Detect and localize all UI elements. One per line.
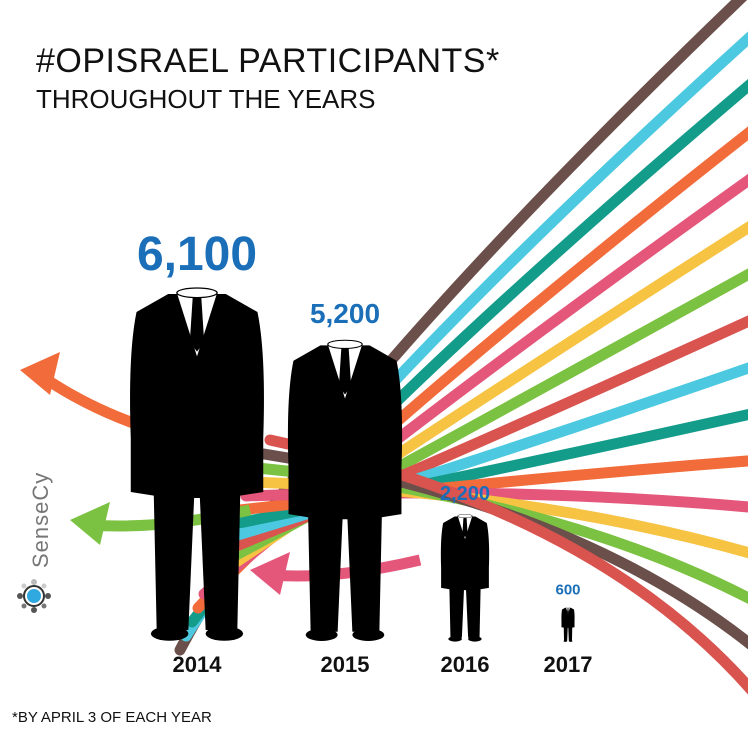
arrow-head xyxy=(70,502,110,545)
shoe xyxy=(205,626,244,641)
value-label: 6,100 xyxy=(137,228,257,281)
shoe xyxy=(352,628,385,641)
chart-title: #OPISRAEL PARTICIPANTS* xyxy=(36,42,500,80)
tie xyxy=(338,348,352,395)
tie xyxy=(567,608,569,614)
swoosh xyxy=(222,362,748,544)
shoe xyxy=(150,626,189,641)
category-label: 2016 xyxy=(441,652,490,677)
category-label: 2014 xyxy=(173,652,223,677)
jacket xyxy=(287,345,403,632)
collar xyxy=(327,339,363,349)
tie xyxy=(462,517,468,538)
arrow-swoosh xyxy=(269,554,422,582)
shoe xyxy=(563,640,568,642)
footnote: *BY APRIL 3 OF EACH YEAR xyxy=(12,709,212,726)
brand: SenseCy xyxy=(28,472,53,568)
jacket xyxy=(130,294,264,630)
collar xyxy=(176,287,218,299)
shoe xyxy=(448,636,462,642)
shoe xyxy=(468,636,482,642)
category-label: 2017 xyxy=(544,652,593,677)
suit-figure xyxy=(561,607,575,642)
shoe xyxy=(568,640,573,642)
jacket xyxy=(561,607,575,641)
shoe xyxy=(305,628,338,641)
figures xyxy=(130,287,575,642)
collar xyxy=(565,607,571,609)
arrow-head xyxy=(250,552,290,595)
suit-figure xyxy=(440,514,490,642)
brand-logo xyxy=(17,579,51,613)
chart-subtitle: THROUGHOUT THE YEARS xyxy=(36,84,376,114)
collar xyxy=(457,514,473,519)
arrow-head xyxy=(20,352,60,395)
value-label: 5,200 xyxy=(310,298,380,329)
suit-figure xyxy=(287,339,403,641)
value-label: 2,200 xyxy=(440,483,490,505)
category-label: 2015 xyxy=(321,652,370,677)
jacket xyxy=(440,516,490,638)
tie xyxy=(189,297,205,352)
value-label: 600 xyxy=(555,582,580,599)
suit-figure xyxy=(130,287,264,641)
